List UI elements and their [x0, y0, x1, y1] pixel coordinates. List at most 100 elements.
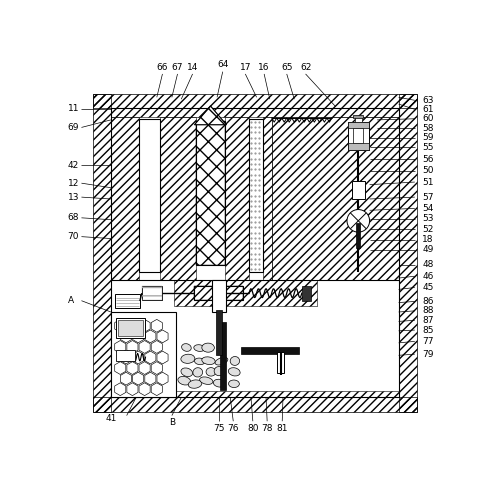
Bar — [356, 223, 360, 248]
Ellipse shape — [181, 354, 195, 363]
Text: 48: 48 — [422, 260, 434, 270]
Ellipse shape — [214, 367, 224, 376]
Bar — [111, 108, 399, 117]
Text: 58: 58 — [422, 124, 434, 133]
Ellipse shape — [182, 344, 191, 352]
Bar — [111, 117, 139, 280]
Text: 41: 41 — [106, 414, 117, 423]
Bar — [351, 181, 365, 199]
Bar — [263, 117, 272, 280]
Text: 70: 70 — [68, 232, 79, 241]
Ellipse shape — [181, 368, 192, 377]
Text: 18: 18 — [422, 235, 434, 244]
Bar — [93, 93, 417, 108]
Bar — [117, 318, 145, 338]
Bar — [220, 322, 226, 390]
Text: 62: 62 — [300, 63, 311, 72]
Text: 55: 55 — [422, 142, 434, 152]
Text: 11: 11 — [68, 104, 79, 113]
Text: 14: 14 — [187, 63, 198, 72]
Text: 13: 13 — [68, 192, 79, 202]
Bar — [216, 310, 222, 355]
Ellipse shape — [202, 343, 214, 352]
Bar — [117, 351, 135, 361]
Text: 49: 49 — [422, 246, 434, 254]
Bar — [93, 398, 417, 412]
Ellipse shape — [194, 358, 205, 365]
Ellipse shape — [206, 368, 216, 376]
Text: 12: 12 — [68, 179, 79, 188]
Bar — [194, 286, 243, 300]
Text: 81: 81 — [277, 424, 288, 433]
Bar — [196, 121, 225, 265]
Bar — [225, 117, 249, 280]
Bar — [142, 286, 162, 300]
Bar — [348, 143, 369, 150]
Text: 64: 64 — [217, 60, 228, 69]
Text: 78: 78 — [261, 424, 273, 433]
Bar — [119, 320, 143, 336]
Ellipse shape — [213, 379, 225, 387]
Text: 46: 46 — [422, 272, 434, 281]
Text: A: A — [68, 296, 74, 305]
Ellipse shape — [215, 357, 228, 365]
Text: 80: 80 — [247, 424, 259, 433]
Bar — [212, 280, 226, 312]
Text: 59: 59 — [422, 133, 434, 142]
Bar — [348, 122, 369, 128]
Ellipse shape — [228, 380, 239, 387]
Text: 17: 17 — [240, 63, 251, 72]
Ellipse shape — [194, 345, 205, 352]
Bar — [353, 115, 363, 118]
Text: 51: 51 — [422, 178, 434, 187]
Ellipse shape — [202, 357, 215, 364]
Bar — [241, 347, 299, 354]
Text: 57: 57 — [422, 192, 434, 202]
Ellipse shape — [188, 380, 202, 388]
Text: 76: 76 — [227, 424, 239, 433]
Ellipse shape — [228, 368, 240, 376]
Bar — [111, 108, 399, 398]
Bar — [249, 119, 263, 273]
Ellipse shape — [230, 356, 240, 365]
Bar — [174, 280, 317, 306]
Text: 66: 66 — [156, 63, 168, 72]
Text: 75: 75 — [213, 424, 225, 433]
Text: 42: 42 — [68, 161, 79, 169]
Ellipse shape — [200, 377, 213, 384]
Circle shape — [347, 210, 370, 232]
Text: 45: 45 — [422, 283, 434, 292]
Text: 69: 69 — [68, 123, 79, 132]
Bar — [142, 286, 162, 300]
Text: 53: 53 — [422, 214, 434, 223]
Ellipse shape — [193, 368, 203, 377]
Bar — [353, 128, 363, 143]
Bar — [399, 93, 417, 412]
Bar — [302, 286, 311, 300]
Bar — [196, 121, 225, 265]
Bar — [194, 286, 243, 300]
Text: 86: 86 — [422, 297, 434, 306]
Polygon shape — [194, 106, 226, 125]
Text: 87: 87 — [422, 316, 434, 325]
Text: 50: 50 — [422, 166, 434, 175]
Bar — [111, 391, 399, 398]
Text: 54: 54 — [422, 204, 434, 213]
Bar — [272, 117, 399, 280]
Bar — [139, 119, 160, 273]
Text: 79: 79 — [422, 350, 434, 358]
Text: 85: 85 — [422, 326, 434, 334]
Text: 65: 65 — [281, 63, 293, 72]
Ellipse shape — [178, 377, 191, 385]
Bar — [348, 122, 369, 150]
Bar — [354, 117, 362, 122]
Text: 56: 56 — [422, 155, 434, 164]
Text: 61: 61 — [422, 105, 434, 114]
Text: 77: 77 — [422, 337, 434, 346]
Text: B: B — [169, 418, 175, 427]
Text: 16: 16 — [259, 63, 270, 72]
Bar — [115, 294, 140, 308]
Text: 63: 63 — [422, 96, 434, 105]
Text: 60: 60 — [422, 114, 434, 123]
Text: 88: 88 — [422, 306, 434, 315]
